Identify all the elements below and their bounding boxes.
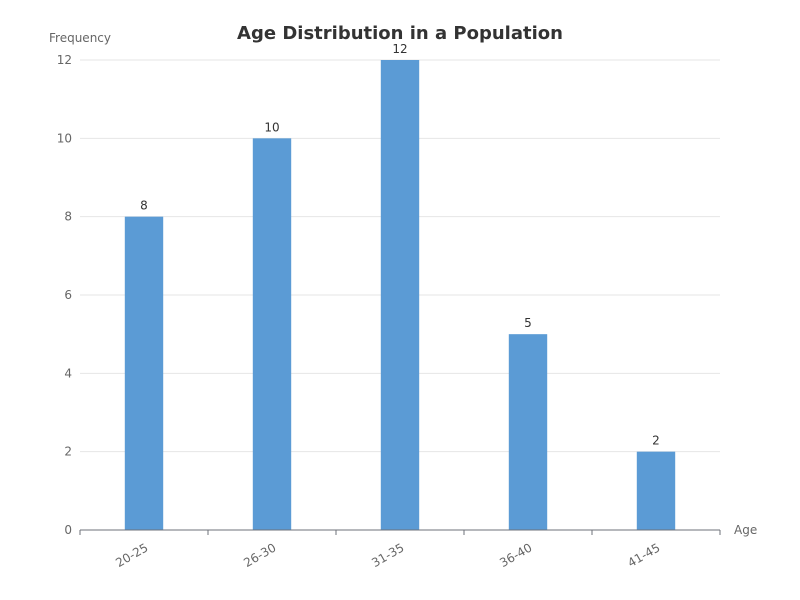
- y-tick-label: 2: [64, 445, 72, 459]
- bar-41-45[interactable]: [636, 451, 676, 530]
- bar-36-40[interactable]: [508, 334, 548, 530]
- bar-26-30[interactable]: [252, 138, 292, 531]
- y-tick-label: 10: [57, 131, 72, 145]
- bars: [124, 60, 676, 531]
- chart-title: Age Distribution in a Population: [237, 23, 563, 44]
- y-tick-label: 8: [64, 210, 72, 224]
- x-tick-label: 36-40: [497, 540, 534, 570]
- x-tick-label: 20-25: [113, 540, 150, 570]
- axes: [79, 529, 721, 535]
- bar-value-label: 10: [264, 120, 279, 134]
- y-tick-label: 6: [64, 288, 72, 302]
- bar-value-label: 8: [140, 199, 148, 213]
- y-tick-label: 0: [64, 523, 72, 537]
- x-tick-label: 26-30: [241, 540, 278, 570]
- bar-20-25[interactable]: [124, 216, 164, 530]
- y-axis-label: Frequency: [49, 31, 111, 45]
- y-tick-label: 4: [64, 366, 72, 380]
- x-tick-label: 31-35: [369, 540, 406, 570]
- x-axis-label: Age: [734, 523, 757, 537]
- bar-value-label: 2: [652, 434, 660, 448]
- bar-value-label: 5: [524, 316, 532, 330]
- x-tick-label: 41-45: [625, 540, 662, 570]
- y-tick-label: 12: [57, 53, 72, 67]
- bar-value-label: 12: [392, 42, 407, 56]
- bar-31-35[interactable]: [380, 60, 420, 530]
